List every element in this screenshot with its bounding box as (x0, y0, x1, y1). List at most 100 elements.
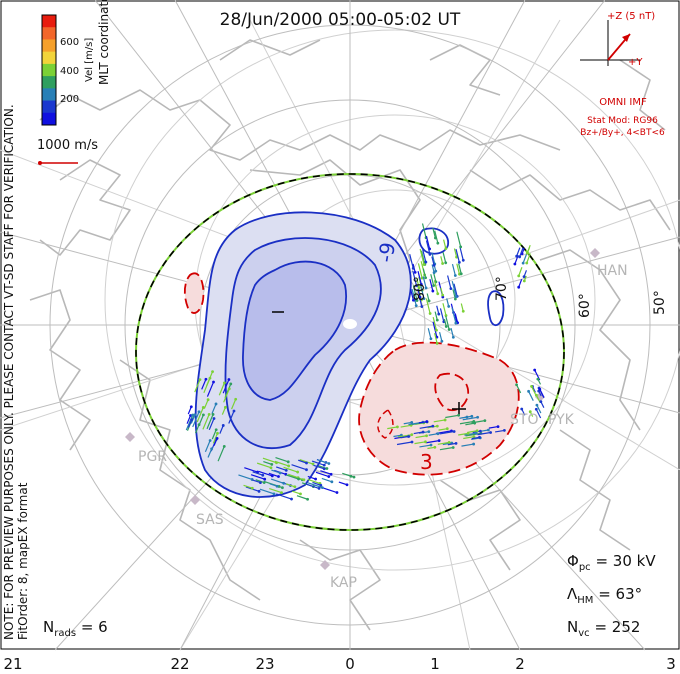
velocity-vector-origin (193, 413, 197, 417)
contour-label-positive: 3 (420, 450, 433, 474)
velocity-vector (420, 250, 426, 265)
velocity-vector (275, 466, 287, 471)
velocity-vector (464, 432, 477, 436)
site-label-sto: STO (510, 412, 539, 428)
velocity-vector-origin (452, 430, 456, 433)
reference-vector-label: 1000 m/s (37, 138, 99, 153)
velocity-vector-origin (530, 385, 533, 388)
velocity-vector (450, 327, 454, 338)
velocity-vector-origin (429, 337, 433, 341)
velocity-vector-origin (472, 420, 476, 423)
velocity-vector (250, 474, 265, 480)
velocity-vector (208, 418, 215, 431)
velocity-vector-origin (431, 289, 435, 293)
velocity-vector-origin (282, 481, 286, 485)
velocity-vector-origin (476, 415, 480, 419)
velocity-vector (252, 479, 261, 484)
velocity-vector-origin (330, 480, 334, 484)
velocity-vector (186, 415, 192, 424)
velocity-vector (488, 425, 499, 429)
velocity-vector-origin (461, 258, 465, 262)
velocity-vector-origin (211, 370, 214, 373)
velocity-vector (268, 472, 279, 478)
velocity-vector-origin (191, 413, 194, 417)
velocity-vector-origin (415, 284, 418, 288)
velocity-vector-origin (444, 314, 448, 317)
velocity-vector-origin (414, 304, 418, 307)
velocity-vector-origin (278, 471, 282, 475)
velocity-vector (458, 432, 469, 436)
velocity-vector (442, 251, 447, 263)
velocity-vector (438, 331, 443, 342)
velocity-vector-origin (454, 295, 458, 299)
velocity-vector-origin (415, 299, 419, 302)
velocity-vector (518, 279, 523, 288)
velocity-vector (430, 274, 435, 286)
velocity-vector (315, 471, 329, 478)
colorbar-label: Vel [m/s] (84, 37, 95, 82)
velocity-vector (269, 487, 282, 494)
colorbar-swatch (42, 63, 56, 77)
velocity-vector (458, 263, 462, 274)
velocity-vector-origin (422, 297, 426, 301)
velocity-vector-origin (528, 410, 532, 414)
velocity-vector (417, 271, 422, 285)
velocity-vector-origin (427, 430, 431, 434)
velocity-vector (322, 487, 338, 494)
velocity-vector-origin (517, 274, 521, 278)
velocity-vector (437, 441, 450, 445)
velocity-vector (228, 410, 235, 424)
velocity-vector-origin (522, 275, 526, 279)
imf-y-label: +Y (628, 57, 643, 68)
velocity-vector (432, 321, 438, 338)
mlt-grid (0, 0, 680, 651)
colorbar-swatch (42, 76, 56, 89)
velocity-vector-origin (410, 433, 414, 437)
velocity-vector (317, 459, 330, 465)
velocity-vector-origin (215, 436, 219, 440)
site-label-pyk: PYK (548, 412, 574, 428)
velocity-vector-origin (433, 445, 437, 449)
velocity-vector-origin (470, 414, 474, 418)
velocity-vector-origin (428, 252, 432, 256)
velocity-vector-origin (424, 286, 428, 290)
velocity-vector (190, 414, 196, 424)
velocity-vector (270, 478, 284, 484)
velocity-vector-origin (457, 413, 461, 417)
fit-order-label: FitOrder: 8, mapEX format (16, 482, 30, 640)
velocity-vector-origin (275, 484, 279, 488)
velocity-vector (320, 470, 332, 475)
velocity-vector (433, 419, 446, 423)
velocity-vector-origin (427, 299, 431, 303)
velocity-vector (439, 446, 454, 451)
velocity-vector (271, 469, 281, 474)
velocity-vector (425, 235, 431, 250)
velocity-vector (447, 275, 452, 289)
velocity-vector-origin (453, 297, 457, 301)
velocity-vector (217, 446, 225, 462)
velocity-vector-origin (272, 492, 276, 496)
velocity-vector (307, 478, 321, 485)
velocity-vector (453, 283, 458, 297)
velocity-vector (397, 434, 412, 438)
velocity-vector (313, 464, 325, 470)
velocity-vector (425, 298, 431, 314)
site-label-sas: SAS (196, 512, 224, 528)
velocity-vector (400, 424, 412, 428)
velocity-vector-origin (418, 295, 422, 299)
velocity-vector (462, 416, 478, 421)
velocity-vector-origin (207, 413, 211, 416)
mlt-tick-23: 23 (255, 655, 275, 673)
velocity-vector-origin (429, 443, 433, 447)
velocity-vector-origin (322, 467, 326, 471)
velocity-vector-origin (534, 407, 538, 411)
vector-count: Nvc = 252 (567, 618, 641, 639)
velocity-vector (456, 231, 462, 248)
mlt-tick-2: 2 (515, 655, 525, 673)
velocity-vector-origin (224, 405, 227, 409)
velocity-vector-origin (478, 429, 482, 433)
velocity-vector-origin (447, 440, 451, 444)
velocity-vector-origin (335, 491, 339, 494)
velocity-vector (467, 430, 478, 433)
velocity-vector-origin (432, 271, 436, 275)
